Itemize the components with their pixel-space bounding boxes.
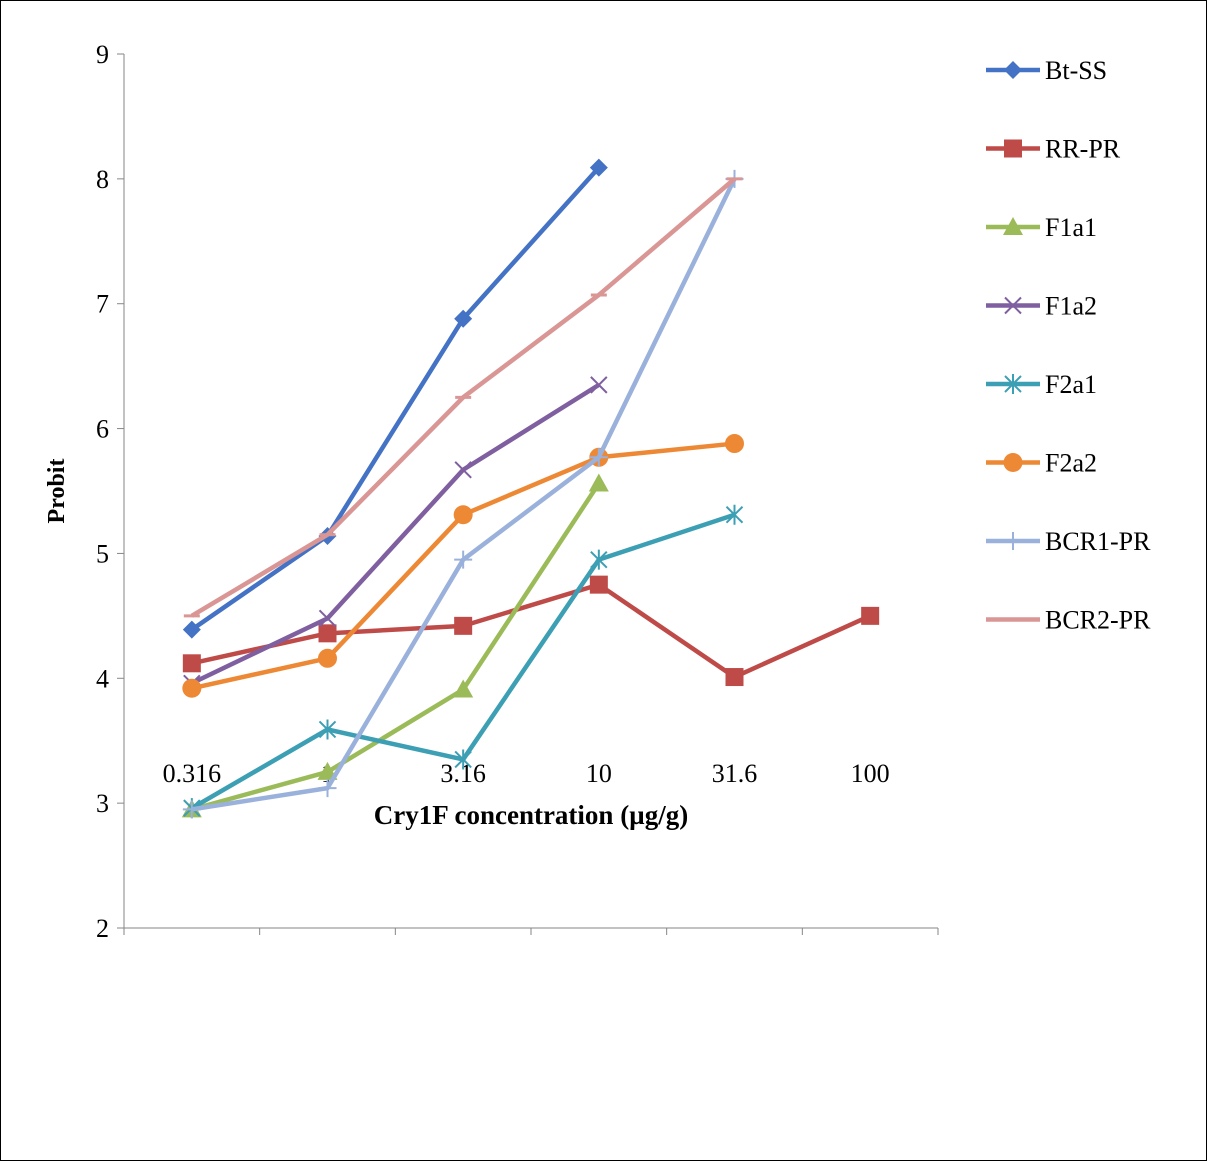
data-point-f2a1: [318, 719, 337, 740]
y-tick-label: 9: [96, 40, 109, 69]
x-tick-label: 10: [586, 759, 612, 788]
data-point-rr-pr: [182, 654, 201, 673]
y-tick-label: 7: [96, 290, 109, 319]
data-point-bt-ss: [182, 620, 201, 639]
series-line-bt-ss: [190, 166, 601, 632]
data-point-rr-pr: [318, 624, 337, 643]
data-point-bcr1-pr: [182, 800, 201, 819]
data-point-f2a2: [453, 505, 473, 525]
data-point-f2a1: [590, 549, 608, 570]
y-axis-label: Probit: [44, 459, 70, 524]
legend-label-bcr1-pr: BCR1-PR: [1045, 527, 1151, 556]
legend-item-rr-pr: RR-PR: [986, 135, 1121, 164]
x-tick-label: 31.6: [712, 759, 758, 788]
series-f2a2: [182, 434, 744, 698]
data-point-f2a2: [725, 434, 744, 454]
x-tick-label: 100: [851, 759, 890, 788]
y-tick-label: 4: [96, 664, 109, 693]
data-point-bcr1-pr: [318, 779, 337, 798]
data-point-bcr1-pr: [589, 448, 608, 467]
legend-marker-bt-ss: [1004, 61, 1022, 79]
data-point-f2a1: [725, 504, 744, 525]
y-tick-label: 2: [96, 914, 109, 943]
data-point-rr-pr: [589, 575, 608, 594]
y-tick-label: 5: [96, 539, 109, 568]
data-point-rr-pr: [861, 606, 880, 625]
legend-item-bcr1-pr: BCR1-PR: [986, 527, 1151, 556]
x-axis-label: Cry1F concentration (µg/g): [374, 800, 688, 830]
legend-item-bt-ss: Bt-SS: [986, 56, 1107, 85]
legend-marker-f2a2: [1003, 453, 1023, 472]
series-line-rr-pr: [191, 582, 872, 680]
legend-item-f1a1: F1a1: [986, 213, 1097, 242]
data-point-bt-ss: [454, 309, 473, 328]
data-point-f1a2: [318, 609, 337, 628]
legend-marker-f1a2: [1004, 296, 1022, 315]
legend-label-f1a2: F1a2: [1045, 292, 1097, 321]
legend-marker-f1a1: [1003, 217, 1023, 235]
legend-label-bcr2-pr: BCR2-PR: [1045, 606, 1151, 635]
series-bt-ss: [182, 158, 608, 639]
data-point-f2a2: [182, 678, 202, 698]
y-tick-label: 8: [96, 165, 109, 194]
data-point-f2a2: [318, 648, 337, 668]
data-point-bcr1-pr: [454, 550, 473, 569]
legend-item-f2a2: F2a2: [986, 449, 1097, 478]
legend: Bt-SS RR-PR F1a1 F1a2 F2a1 F2a2 BCR1-PR BCR2-PR: [986, 56, 1151, 635]
legend-label-f2a2: F2a2: [1045, 449, 1097, 478]
legend-label-rr-pr: RR-PR: [1045, 135, 1121, 164]
series-rr-pr: [182, 575, 880, 687]
data-point-f1a2: [454, 461, 472, 479]
legend-label-f1a1: F1a1: [1045, 213, 1097, 242]
legend-marker-rr-pr: [1004, 139, 1022, 158]
legend-label-bt-ss: Bt-SS: [1045, 56, 1107, 85]
legend-item-f2a1: F2a1: [986, 370, 1097, 399]
series-line-f1a2: [190, 382, 601, 686]
data-point-rr-pr: [454, 616, 473, 635]
y-tick-label: 3: [96, 789, 109, 818]
data-point-f1a1: [588, 473, 609, 492]
legend-marker-f2a1: [1004, 374, 1022, 394]
data-point-f2a1: [454, 749, 472, 770]
legend-item-f1a2: F1a2: [986, 292, 1097, 321]
series-group: [181, 158, 880, 819]
data-point-rr-pr: [725, 668, 744, 687]
data-point-f1a2: [590, 376, 608, 394]
y-tick-label: 6: [96, 415, 109, 444]
legend-marker-bcr1-pr: [1004, 532, 1022, 550]
legend-item-bcr2-pr: BCR2-PR: [986, 606, 1151, 635]
series-line-f1a1: [191, 482, 601, 812]
legend-label-f2a1: F2a1: [1045, 370, 1097, 399]
x-tick-label: 0.316: [163, 759, 222, 788]
data-point-bt-ss: [589, 158, 608, 177]
series-bcr2-pr: [183, 177, 743, 618]
data-point-f1a1: [453, 679, 474, 698]
